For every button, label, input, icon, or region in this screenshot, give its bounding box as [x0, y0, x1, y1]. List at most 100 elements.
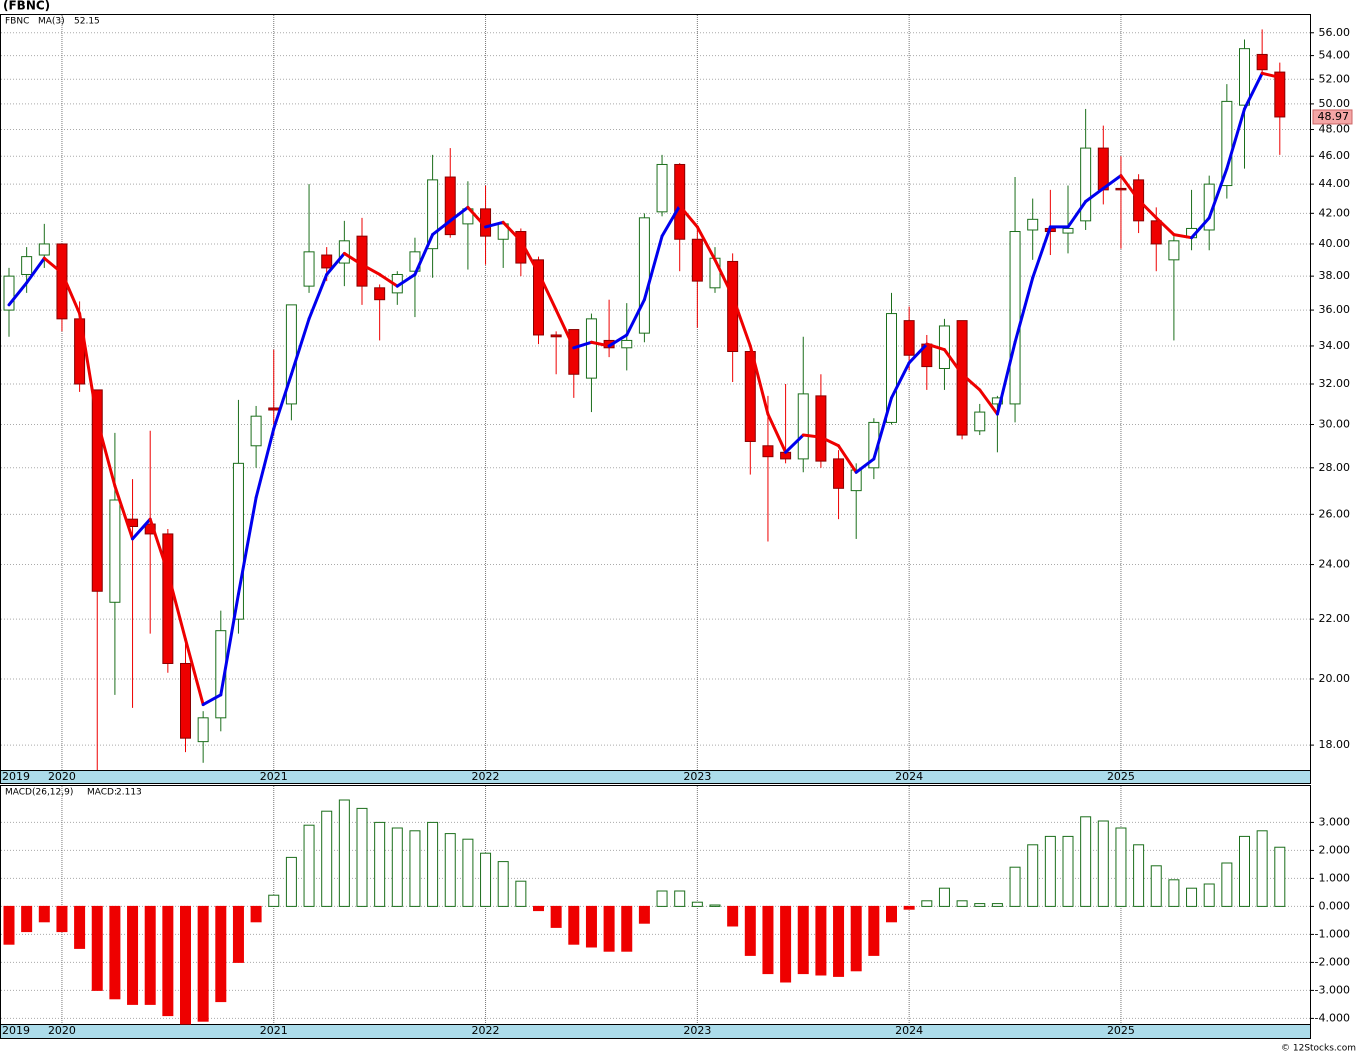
- x-tick-label: 2025: [1107, 770, 1135, 783]
- macd-bar: [109, 905, 121, 1000]
- y-tick-label: 22.00: [1319, 612, 1351, 625]
- macd-bar: [497, 861, 509, 907]
- ma-line: [837, 444, 858, 474]
- ma-line: [925, 342, 946, 352]
- ma-line: [113, 484, 135, 541]
- candle-body: [568, 329, 580, 375]
- legend-series: FBNC: [5, 17, 29, 27]
- ma-line: [272, 372, 293, 431]
- y-tick-label: 54.00: [1319, 49, 1351, 62]
- macd-bar: [21, 905, 33, 933]
- candle-body: [268, 407, 280, 411]
- macd-bar: [585, 905, 597, 948]
- ma-line: [466, 205, 488, 229]
- macd-bar: [1062, 835, 1074, 907]
- ma-line: [219, 592, 240, 697]
- ma-line: [413, 233, 435, 276]
- candle-body: [638, 217, 650, 334]
- macd-bar: [815, 905, 827, 976]
- macd-bar: [303, 824, 315, 907]
- x-tick-label: 2022: [472, 770, 500, 783]
- ma-line: [325, 251, 346, 276]
- ma-line: [607, 333, 629, 348]
- ma-line: [184, 637, 205, 707]
- candle-body: [621, 339, 633, 349]
- chart-title: (FBNC): [3, 0, 50, 13]
- macd-bar: [515, 880, 527, 907]
- ma-line: [201, 693, 223, 707]
- macd-bar: [1027, 844, 1039, 907]
- x-tick-label: 2021: [260, 770, 288, 783]
- macd-bar: [232, 905, 244, 963]
- macd-panel: [0, 785, 1311, 1025]
- ma-line: [484, 220, 505, 229]
- ma-line: [784, 433, 805, 454]
- legend-ma-value: 52.15: [74, 17, 100, 27]
- candle-body: [3, 275, 15, 311]
- y-tick-label: 24.00: [1319, 558, 1351, 571]
- macd-bar: [850, 905, 862, 972]
- candle-body: [797, 393, 809, 460]
- candle-body: [991, 397, 1003, 405]
- macd-bar: [427, 821, 439, 907]
- y-tick-label: 32.00: [1319, 377, 1351, 390]
- candle-body: [1027, 218, 1039, 231]
- x-tick-label: 2023: [683, 1024, 711, 1037]
- ma-line: [1225, 107, 1246, 171]
- ma-line: [1119, 174, 1141, 202]
- ma-line: [960, 372, 982, 392]
- x-tick-label: 2023: [683, 770, 711, 783]
- ma-line: [660, 204, 682, 238]
- macd-bar: [1115, 827, 1127, 907]
- macd-bar: [91, 905, 103, 991]
- last-price-box: [1312, 109, 1353, 125]
- macd-bar: [268, 894, 280, 907]
- ma-line: [1172, 233, 1194, 240]
- macd-bar: [603, 905, 615, 952]
- macd-bar: [1097, 820, 1109, 907]
- y-tick-label: 44.00: [1319, 177, 1351, 190]
- candle-body: [144, 523, 156, 535]
- macd-bar: [886, 905, 897, 923]
- date-strip: [0, 770, 1311, 784]
- macd-bar: [674, 890, 686, 907]
- x-tick-label: 2024: [895, 770, 923, 783]
- macd-bar: [391, 827, 403, 907]
- candle-body: [38, 243, 50, 256]
- macd-bar: [356, 807, 368, 907]
- ma-line: [731, 294, 752, 348]
- ma-line: [501, 220, 523, 243]
- candle-body: [374, 287, 386, 301]
- candle-body: [1256, 53, 1268, 71]
- macd-bar: [991, 903, 1003, 907]
- candle-body: [656, 163, 668, 213]
- y-tick-label: 26.00: [1319, 507, 1351, 520]
- macd-bar: [921, 900, 933, 907]
- ma-line: [1260, 71, 1282, 79]
- macd-bar: [127, 905, 139, 1005]
- y-tick-label: 0.000: [1319, 899, 1351, 912]
- price-panel: [0, 14, 1311, 771]
- candle-body: [109, 499, 121, 603]
- ma-line: [589, 340, 611, 348]
- candle-body: [427, 179, 439, 250]
- y-tick-label: 38.00: [1319, 269, 1351, 282]
- macd-bar: [1150, 865, 1162, 907]
- ma-line: [678, 204, 699, 229]
- macd-bar: [1168, 879, 1180, 907]
- macd-bar: [197, 905, 209, 1022]
- x-tick-label: 2025: [1107, 1024, 1135, 1037]
- y-tick-label: -4.000: [1315, 1011, 1350, 1024]
- ma-line: [342, 251, 364, 267]
- y-tick-label: 2.000: [1319, 843, 1351, 856]
- candle-body: [974, 411, 986, 432]
- last-price: 48.97: [1318, 110, 1350, 123]
- macd-bar: [938, 887, 950, 907]
- macd-bar: [250, 905, 262, 923]
- macd-bar: [903, 905, 915, 910]
- y-tick-label: 48.00: [1319, 123, 1351, 136]
- candle-body: [833, 458, 845, 489]
- macd-bar: [409, 830, 421, 907]
- ma-line: [1137, 198, 1158, 220]
